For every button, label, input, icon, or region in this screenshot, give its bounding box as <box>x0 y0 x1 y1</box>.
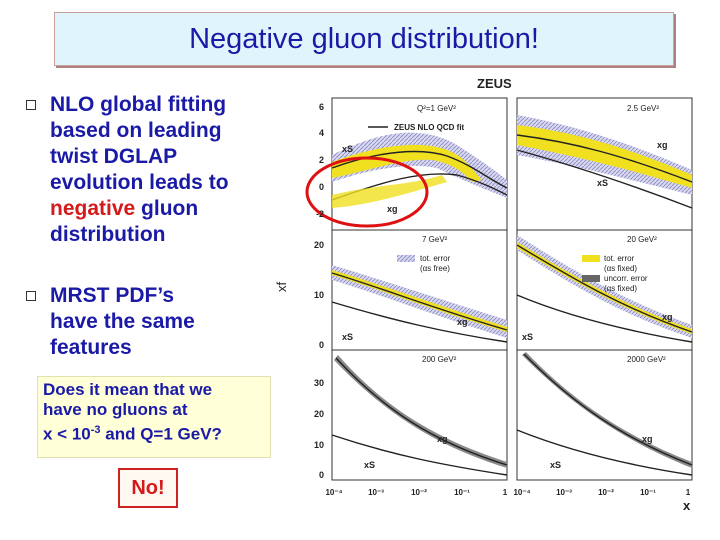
panel-6-xg-label: xg <box>642 434 653 444</box>
panel-2: 2.5 GeV² xg xS <box>516 97 693 231</box>
legend-uncorr-error: uncorr. error <box>604 274 648 283</box>
bullet-text-1: NLO global fitting based on leading twis… <box>50 92 229 248</box>
legend-tot-error-2: tot. error <box>604 254 635 263</box>
bullet-marker-2 <box>26 291 36 301</box>
panel-3: 7 GeV² tot. error (αs free) xg xS <box>331 229 508 351</box>
question-line-3b: and Q=1 GeV? <box>100 424 222 444</box>
legend-as-free: (αs free) <box>420 264 450 273</box>
legend-tot-error-swatch <box>397 255 415 262</box>
ytick-r3-3: 0 <box>319 470 324 480</box>
xtick-l-1: 10⁻³ <box>368 488 384 497</box>
ytick-r2-0: 20 <box>314 240 324 250</box>
bullet-2-line-1: MRST PDF’s <box>50 284 175 307</box>
legend-as-fixed-2: (αs fixed) <box>604 284 637 293</box>
ytick-r2-1: 10 <box>314 290 324 300</box>
legend-dark-swatch <box>582 275 600 282</box>
bullet-marker-1 <box>26 100 36 110</box>
negative-word: negative <box>50 197 136 220</box>
bullet-2-line-3: features <box>50 336 132 359</box>
ytick-r1-1: 4 <box>319 128 324 138</box>
bullet-1-line-4: evolution leads to <box>50 171 229 194</box>
panel-3-q2: 7 GeV² <box>422 235 448 244</box>
ytick-r1-4: -2 <box>316 209 324 219</box>
panel-4: 20 GeV² tot. error (αs fixed) uncorr. er… <box>516 229 693 351</box>
panel-2-q2: 2.5 GeV² <box>627 104 659 113</box>
panel-5-q2: 200 GeV² <box>422 355 457 364</box>
panel-3-xs-label: xS <box>342 332 353 342</box>
xtick-r-2: 10⁻² <box>598 488 614 497</box>
legend-tot-error: tot. error <box>420 254 451 263</box>
xtick-l-2: 10⁻² <box>411 488 427 497</box>
panel-5: 200 GeV² xg xS <box>331 349 508 481</box>
question-line-1: Does it mean that we <box>43 380 213 399</box>
panel-2-xs-label: xS <box>597 178 608 188</box>
bullet-1-line-6: distribution <box>50 223 166 246</box>
panel-6: 2000 GeV² xg xS <box>516 349 693 481</box>
panel-1: Q²=1 GeV² ZEUS NLO QCD fit xS xg <box>305 97 508 231</box>
panel-3-xg-label: xg <box>457 317 468 327</box>
bullet-1-line-2: based on leading <box>50 119 222 142</box>
slide-title-box: Negative gluon distribution! <box>54 12 674 66</box>
question-line-3a: x < 10 <box>43 424 91 444</box>
xtick-r-1: 10⁻³ <box>556 488 572 497</box>
answer-text: No! <box>131 476 165 499</box>
ytick-r3-2: 10 <box>314 440 324 450</box>
panel-4-xg-label: xg <box>662 312 673 322</box>
question-exponent: -3 <box>90 424 101 436</box>
panel-1-q2: Q²=1 GeV² <box>417 104 456 113</box>
panel-4-q2: 20 GeV² <box>627 235 657 244</box>
legend-yellow-swatch <box>582 255 600 262</box>
zeus-pdf-figure: ZEUS xf x Q²=1 GeV² ZEUS NLO QCD fit xS … <box>274 76 693 513</box>
bullet-1-line-3: twist DGLAP <box>50 145 178 168</box>
xtick-r-3: 10⁻¹ <box>640 488 656 497</box>
xtick-r-0: 10⁻⁴ <box>513 488 530 497</box>
ytick-r1-0: 6 <box>319 102 324 112</box>
bullet-1-line-1: NLO global fitting <box>50 93 227 116</box>
xtick-l-0: 10⁻⁴ <box>325 488 342 497</box>
x-axis-label: x <box>683 498 691 513</box>
ytick-r3-0: 30 <box>314 378 324 388</box>
panel-6-q2: 2000 GeV² <box>627 355 666 364</box>
panel-6-xs-label: xS <box>550 460 561 470</box>
negative-region-highlight <box>305 156 429 228</box>
panel-1-xs-label: xS <box>342 144 353 154</box>
panel-1-xg-label: xg <box>387 204 398 214</box>
ytick-r1-2: 2 <box>319 155 324 165</box>
legend-as-fixed-1: (αs fixed) <box>604 264 637 273</box>
xtick-r-4: 1 <box>686 488 691 497</box>
ytick-r2-2: 0 <box>319 340 324 350</box>
ytick-r3-1: 20 <box>314 409 324 419</box>
bullet-text-2: MRST PDF’s have the same features <box>50 283 195 361</box>
panel-2-xg-label: xg <box>657 140 668 150</box>
xtick-l-4: 1 <box>503 488 508 497</box>
fit-legend-label: ZEUS NLO QCD fit <box>394 123 465 132</box>
gluon-word: gluon <box>135 197 199 220</box>
question-box: Does it mean that we have no gluons at x… <box>37 376 271 458</box>
bullet-2-line-2: have the same <box>50 310 195 333</box>
experiment-label: ZEUS <box>477 76 512 91</box>
ytick-r1-3: 0 <box>319 182 324 192</box>
slide-title: Negative gluon distribution! <box>189 22 539 55</box>
y-axis-label: xf <box>274 282 289 293</box>
question-line-2: have no gluons at <box>43 400 188 419</box>
bullet-1-line-5: negative gluon <box>50 196 229 222</box>
xtick-l-3: 10⁻¹ <box>454 488 470 497</box>
panel-5-xs-label: xS <box>364 460 375 470</box>
answer-box: No! <box>118 468 178 508</box>
panel-5-xg-label: xg <box>437 434 448 444</box>
panel-4-xs-label: xS <box>522 332 533 342</box>
